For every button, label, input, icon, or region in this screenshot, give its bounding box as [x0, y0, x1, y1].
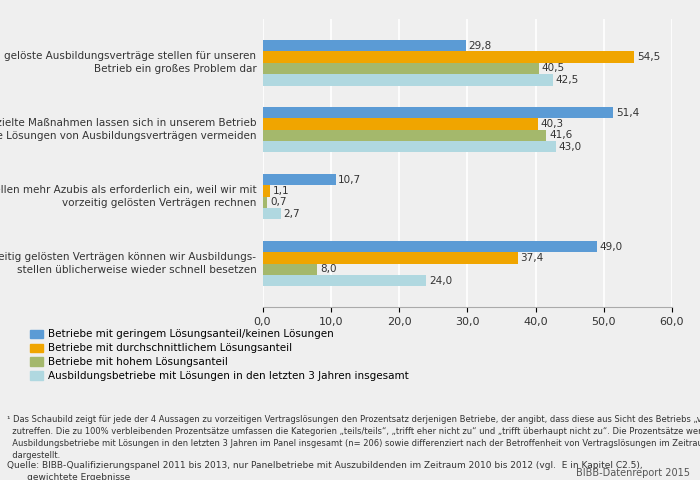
Text: 54,5: 54,5: [637, 52, 660, 62]
Text: BIBB-Datenreport 2015: BIBB-Datenreport 2015: [575, 468, 690, 478]
Bar: [262, 130, 547, 141]
Text: 43,0: 43,0: [559, 142, 582, 152]
Bar: [262, 197, 267, 208]
Bar: [262, 264, 317, 275]
Text: 40,5: 40,5: [542, 63, 565, 73]
Text: Vorzeitig gelöste Ausbildungsverträge stellen für unseren
Betrieb ein großes Pro: Vorzeitig gelöste Ausbildungsverträge st…: [0, 51, 256, 74]
Bar: [262, 119, 538, 130]
Text: 49,0: 49,0: [600, 241, 623, 252]
Text: 42,5: 42,5: [555, 75, 578, 85]
Bar: [262, 51, 634, 63]
Bar: [262, 208, 281, 219]
Text: 41,6: 41,6: [550, 131, 573, 141]
Text: 8,0: 8,0: [320, 264, 336, 275]
Bar: [262, 74, 552, 85]
Bar: [262, 40, 466, 51]
Text: ¹ Das Schaubild zeigt für jede der 4 Aussagen zu vorzeitigen Vertragslösungen de: ¹ Das Schaubild zeigt für jede der 4 Aus…: [7, 415, 700, 460]
Bar: [262, 107, 613, 119]
Bar: [262, 141, 556, 153]
Bar: [262, 174, 335, 185]
Text: 1,1: 1,1: [273, 186, 289, 196]
Text: Quelle: BIBB-Qualifizierungspanel 2011 bis 2013, nur Panelbetriebe mit Auszubild: Quelle: BIBB-Qualifizierungspanel 2011 b…: [7, 461, 643, 480]
Text: 24,0: 24,0: [429, 276, 452, 286]
Text: 37,4: 37,4: [521, 253, 544, 263]
Text: 0,7: 0,7: [270, 197, 286, 207]
Text: Durch gezielte Maßnahmen lassen sich in unserem Betrieb
vorzeitige Lösungen von : Durch gezielte Maßnahmen lassen sich in …: [0, 118, 256, 141]
Text: 2,7: 2,7: [284, 209, 300, 219]
Bar: [262, 63, 539, 74]
Bar: [262, 252, 518, 264]
Text: 40,3: 40,3: [540, 119, 564, 129]
Text: Bei vorzeitig gelösten Verträgen können wir Ausbildungs-
stellen üblicherweise w: Bei vorzeitig gelösten Verträgen können …: [0, 252, 256, 275]
Bar: [262, 275, 426, 287]
Legend: Betriebe mit geringem Lösungsanteil/keinen Lösungen, Betriebe mit durchschnittli: Betriebe mit geringem Lösungsanteil/kein…: [29, 329, 409, 381]
Bar: [262, 185, 270, 197]
Bar: [262, 241, 597, 252]
Text: 10,7: 10,7: [338, 175, 361, 185]
Text: Wir stellen mehr Azubis als erforderlich ein, weil wir mit
vorzeitig gelösten Ve: Wir stellen mehr Azubis als erforderlich…: [0, 185, 256, 208]
Text: 51,4: 51,4: [616, 108, 639, 118]
Text: 29,8: 29,8: [468, 41, 492, 51]
